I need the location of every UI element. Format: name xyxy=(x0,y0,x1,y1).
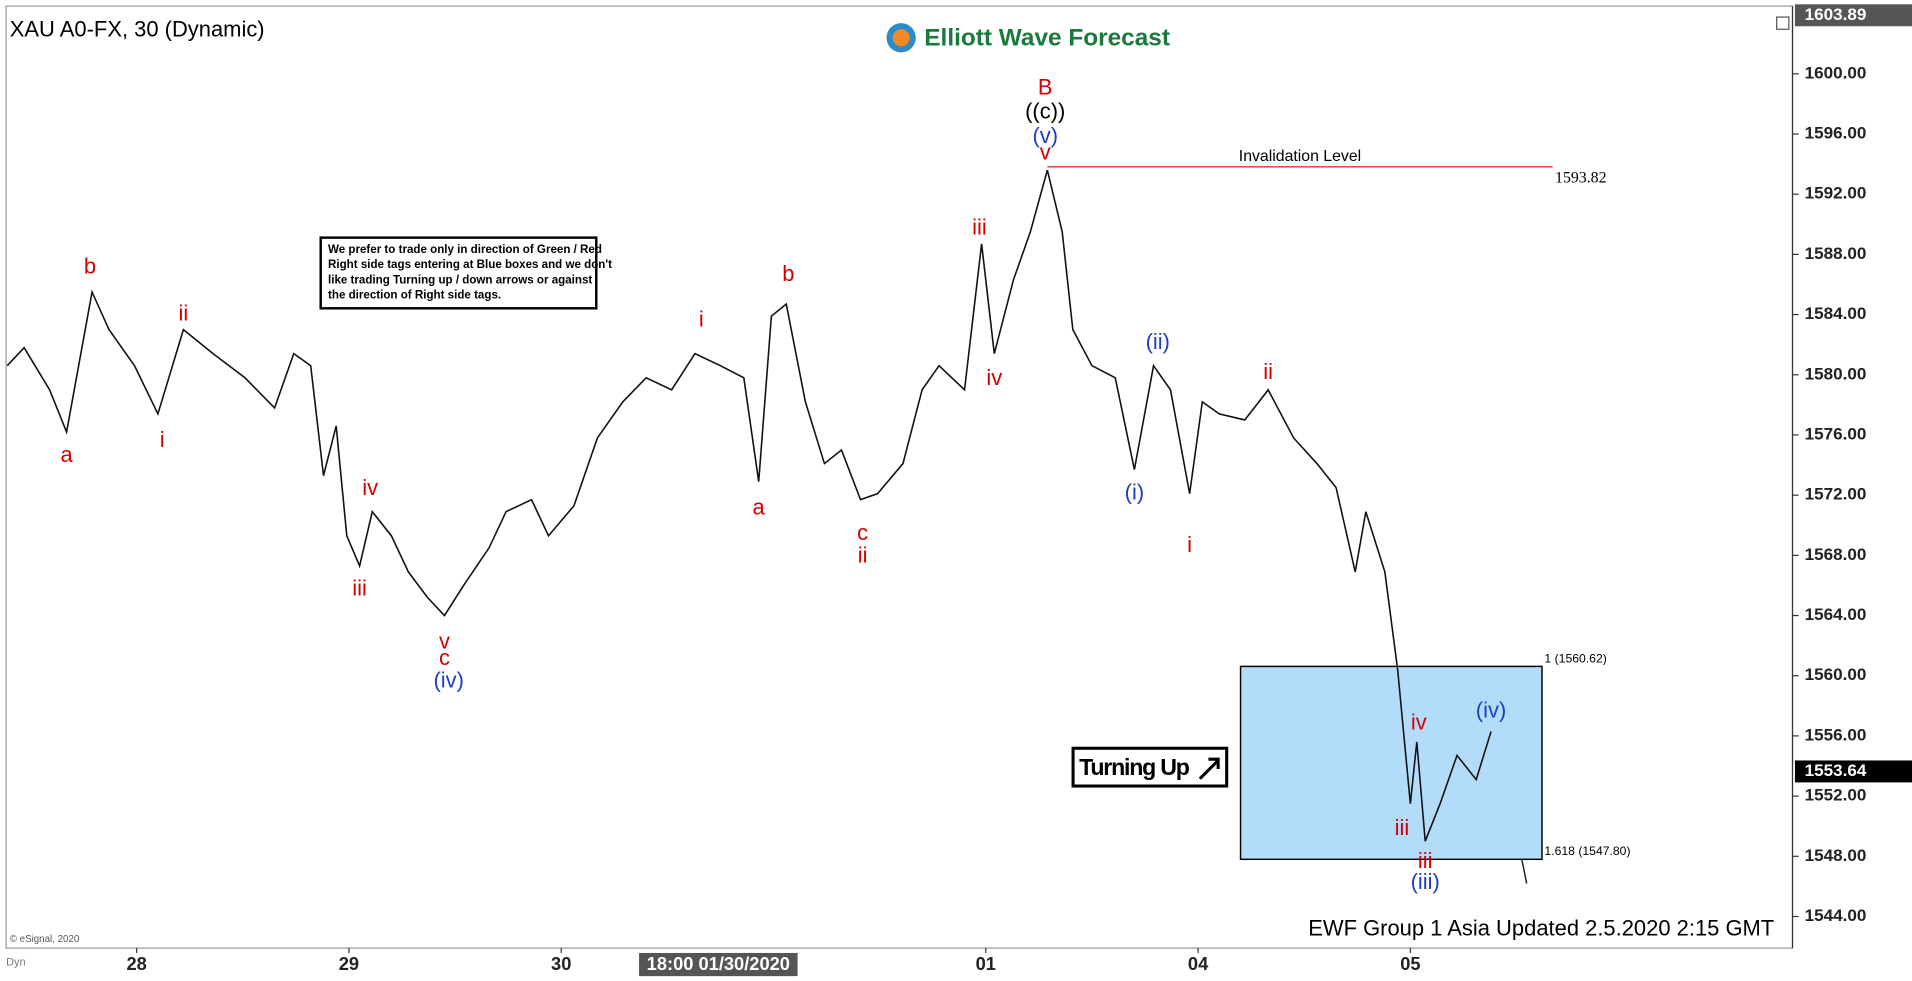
note-line: like trading Turning up / down arrows or… xyxy=(328,274,592,286)
logo-icon-inner xyxy=(892,29,910,47)
wave-label: i xyxy=(1187,532,1192,557)
box-bottom-label: 1.618 (1547.80) xyxy=(1544,844,1630,858)
wave-label: iii xyxy=(972,215,987,240)
note-frame xyxy=(319,236,598,310)
y-tick-label: 1560.00 xyxy=(1805,665,1867,684)
wave-label: (iv) xyxy=(1476,698,1506,723)
x-tick-label: 29 xyxy=(339,953,359,974)
wave-label: iv xyxy=(1411,710,1427,735)
wave-label: iii xyxy=(1418,848,1433,873)
wave-label: ii xyxy=(858,543,868,568)
window-button[interactable] xyxy=(1776,16,1790,30)
wave-label: i xyxy=(160,427,165,452)
wave-label: b xyxy=(782,261,794,286)
wave-label: (iv) xyxy=(433,668,463,693)
wave-label: i xyxy=(699,306,704,331)
wave-label: (ii) xyxy=(1146,329,1170,354)
target-box xyxy=(1239,665,1543,861)
wave-label: v xyxy=(1040,139,1051,164)
wave-label: (v) xyxy=(1032,123,1058,148)
y-tick-label: 1572.00 xyxy=(1805,485,1867,504)
wave-label: iii xyxy=(352,576,367,601)
note-line: the direction of Right side tags. xyxy=(328,290,501,302)
chart-title: XAU A0-FX, 30 (Dynamic) xyxy=(10,16,265,41)
wave-label: B xyxy=(1038,75,1053,100)
logo: Elliott Wave Forecast xyxy=(886,23,1170,53)
y-tick-label: 1584.00 xyxy=(1805,304,1867,323)
wave-label: iv xyxy=(362,475,378,500)
logo-text: Elliott Wave Forecast xyxy=(924,24,1170,51)
y-tick-label: 1568.00 xyxy=(1805,545,1867,564)
y-tick-label: 1592.00 xyxy=(1805,184,1867,203)
y-tick-label: 1588.00 xyxy=(1805,244,1867,263)
turning-text: Turning Up xyxy=(1079,754,1190,780)
turning-arrow xyxy=(1198,757,1220,780)
cursor-label-bg xyxy=(639,952,798,977)
wave-label: c xyxy=(439,645,450,670)
x-tick-label: 01 xyxy=(976,953,996,974)
price-marker-label: 1553.64 xyxy=(1805,761,1867,780)
wave-label: (i) xyxy=(1125,479,1145,504)
wave-label: ii xyxy=(1263,359,1273,384)
y-tick-label: 1576.00 xyxy=(1805,424,1867,443)
y-tick-label: 1580.00 xyxy=(1805,364,1867,383)
invalidation-label: Invalidation Level xyxy=(1239,148,1361,165)
invalidation-value: 1593.82 xyxy=(1555,170,1607,187)
copyright: © eSignal, 2020 xyxy=(10,934,80,945)
y-tick-label: 1552.00 xyxy=(1805,786,1867,805)
x-tick-label: 30 xyxy=(551,953,571,974)
x-tick-label: 05 xyxy=(1400,953,1420,974)
wave-label: b xyxy=(84,254,96,279)
wave-label: (iii) xyxy=(1411,869,1440,894)
note-line: We prefer to trade only in direction of … xyxy=(328,244,602,256)
note-line: Right side tags entering at Blue boxes a… xyxy=(328,259,612,271)
turning-frame xyxy=(1071,746,1229,788)
corner-label: Dyn xyxy=(6,957,26,969)
price-marker xyxy=(1794,4,1912,27)
wave-label: c xyxy=(857,520,868,545)
turning-up: Turning Up xyxy=(1071,746,1229,788)
wave-label: a xyxy=(60,442,73,467)
x-tick-label: 04 xyxy=(1188,953,1209,974)
y-tick-label: 1544.00 xyxy=(1805,906,1867,925)
wave-label: ii xyxy=(178,300,188,325)
x-tick-label: 28 xyxy=(126,953,146,974)
footer: EWF Group 1 Asia Updated 2.5.2020 2:15 G… xyxy=(1308,916,1774,941)
wave-label: iv xyxy=(986,365,1002,390)
wave-label: v xyxy=(439,628,450,653)
y-tick-label: 1548.00 xyxy=(1805,846,1867,865)
cursor-label: 18:00 01/30/2020 xyxy=(647,953,790,974)
y-tick-label: 1596.00 xyxy=(1805,124,1867,143)
box-top-label: 1 (1560.62) xyxy=(1544,651,1606,665)
y-tick-label: 1564.00 xyxy=(1805,605,1867,624)
wave-label: iii xyxy=(1395,815,1410,840)
price-marker xyxy=(1794,760,1912,783)
price-marker-label: 1603.89 xyxy=(1805,5,1867,24)
y-tick-label: 1556.00 xyxy=(1805,725,1867,744)
price-line xyxy=(6,169,1492,842)
wave-label: a xyxy=(753,494,766,519)
note-box: We prefer to trade only in direction of … xyxy=(319,236,612,310)
y-tick-label: 1600.00 xyxy=(1805,63,1867,82)
wave-label: ((c)) xyxy=(1025,99,1065,124)
